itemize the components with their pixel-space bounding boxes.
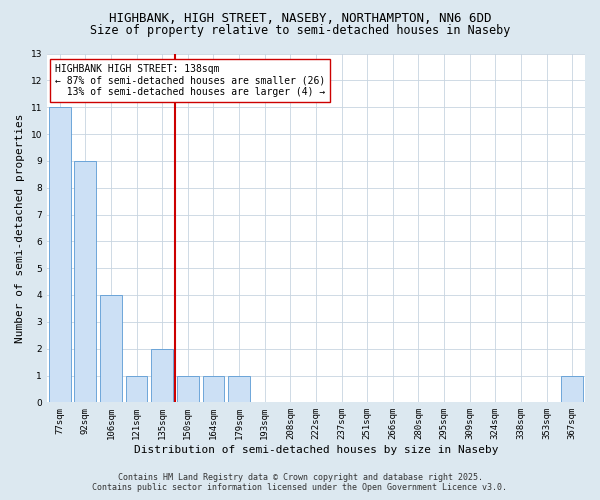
Text: Contains HM Land Registry data © Crown copyright and database right 2025.
Contai: Contains HM Land Registry data © Crown c…: [92, 473, 508, 492]
Text: HIGHBANK, HIGH STREET, NASEBY, NORTHAMPTON, NN6 6DD: HIGHBANK, HIGH STREET, NASEBY, NORTHAMPT…: [109, 12, 491, 26]
Y-axis label: Number of semi-detached properties: Number of semi-detached properties: [15, 113, 25, 342]
Bar: [561, 376, 583, 402]
Bar: [203, 376, 224, 402]
Bar: [74, 161, 96, 402]
Bar: [177, 376, 199, 402]
Text: Size of property relative to semi-detached houses in Naseby: Size of property relative to semi-detach…: [90, 24, 510, 37]
X-axis label: Distribution of semi-detached houses by size in Naseby: Distribution of semi-detached houses by …: [134, 445, 498, 455]
Bar: [228, 376, 250, 402]
Bar: [49, 107, 71, 403]
Text: HIGHBANK HIGH STREET: 138sqm
← 87% of semi-detached houses are smaller (26)
  13: HIGHBANK HIGH STREET: 138sqm ← 87% of se…: [55, 64, 325, 97]
Bar: [151, 348, 173, 403]
Bar: [100, 295, 122, 403]
Bar: [126, 376, 148, 402]
